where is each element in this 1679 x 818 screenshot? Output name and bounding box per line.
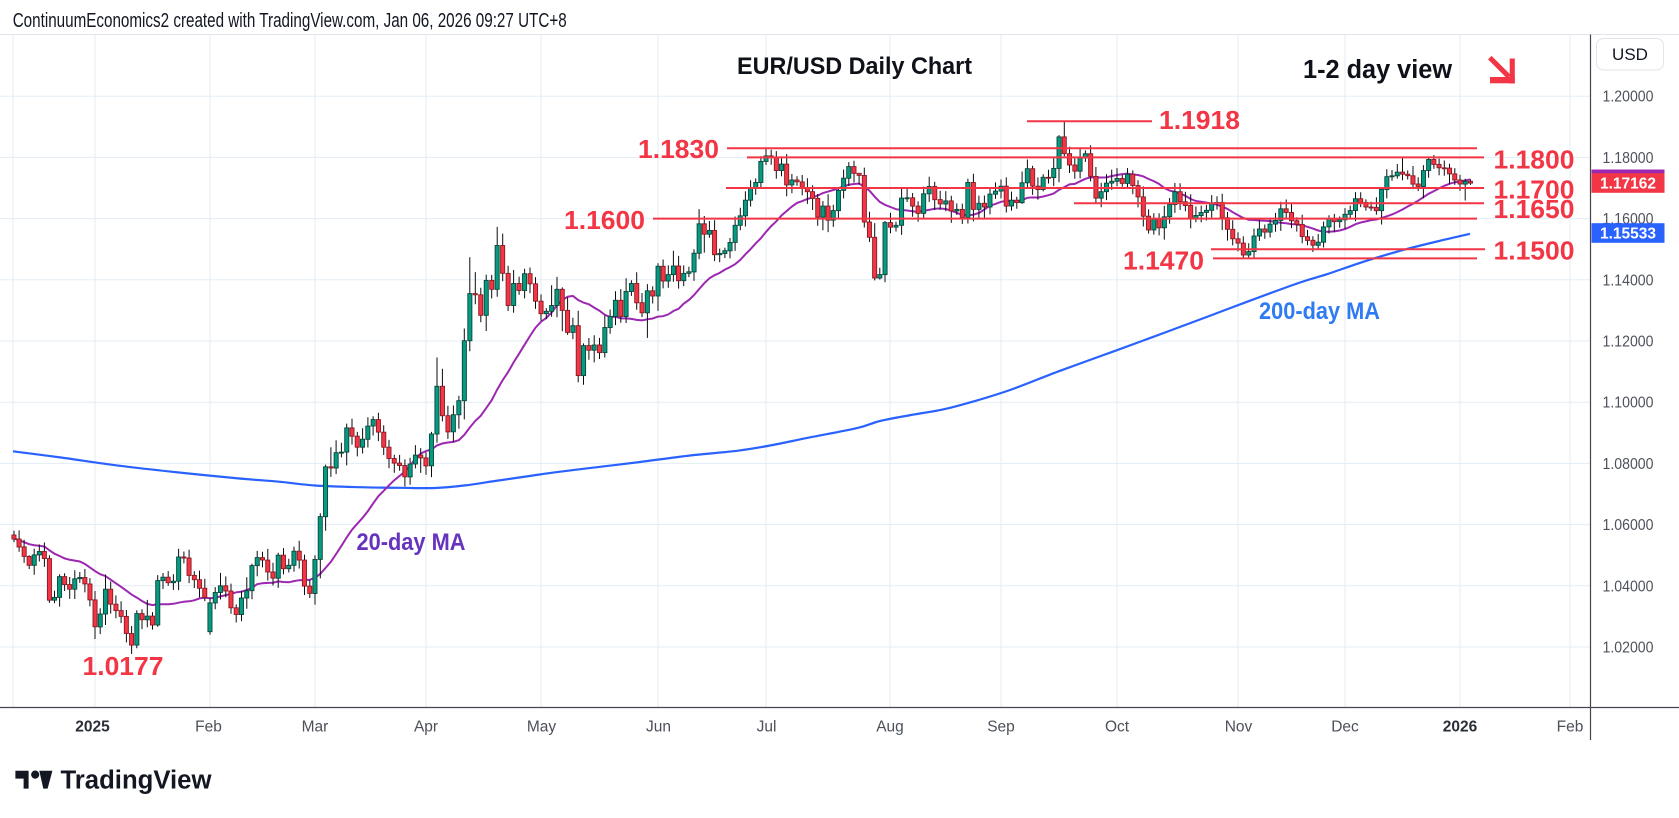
svg-text:Oct: Oct (1105, 719, 1130, 736)
svg-text:1.10000: 1.10000 (1603, 395, 1654, 412)
svg-text:1.1470: 1.1470 (1123, 245, 1204, 275)
svg-text:1.1600: 1.1600 (564, 205, 645, 235)
svg-text:1.17162: 1.17162 (1600, 176, 1656, 193)
svg-text:200-day MA: 200-day MA (1259, 298, 1380, 325)
svg-text:Feb: Feb (195, 719, 222, 736)
svg-text:1.1500: 1.1500 (1494, 235, 1575, 265)
svg-text:Aug: Aug (876, 719, 904, 736)
svg-text:Sep: Sep (987, 719, 1015, 736)
svg-text:Nov: Nov (1225, 719, 1253, 736)
svg-text:2026: 2026 (1443, 719, 1478, 736)
svg-text:ContinuumEconomics2 created wi: ContinuumEconomics2 created with Trading… (13, 10, 567, 32)
svg-text:1.12000: 1.12000 (1603, 334, 1654, 351)
svg-text:Apr: Apr (414, 719, 438, 736)
svg-text:Dec: Dec (1331, 719, 1359, 736)
svg-text:1.15533: 1.15533 (1600, 226, 1656, 243)
svg-text:USD: USD (1612, 45, 1648, 64)
svg-text:1.08000: 1.08000 (1603, 456, 1654, 473)
svg-text:TradingView: TradingView (61, 767, 212, 795)
svg-text:1.04000: 1.04000 (1603, 578, 1654, 595)
svg-text:1.14000: 1.14000 (1603, 272, 1654, 289)
svg-text:1.02000: 1.02000 (1603, 640, 1654, 657)
svg-text:20-day MA: 20-day MA (357, 529, 466, 556)
svg-text:1.18000: 1.18000 (1603, 150, 1654, 167)
svg-text:1.1700: 1.1700 (1494, 174, 1575, 204)
svg-text:EUR/USD Daily Chart: EUR/USD Daily Chart (737, 53, 972, 80)
svg-text:1.20000: 1.20000 (1603, 89, 1654, 106)
svg-text:1.1830: 1.1830 (638, 134, 719, 164)
svg-text:1.1918: 1.1918 (1159, 105, 1240, 135)
svg-text:May: May (527, 719, 557, 736)
svg-text:Mar: Mar (302, 719, 329, 736)
svg-text:1.0177: 1.0177 (83, 651, 164, 681)
svg-text:1.1800: 1.1800 (1494, 145, 1575, 175)
svg-text:Jul: Jul (757, 719, 777, 736)
svg-text:1-2 day view: 1-2 day view (1303, 56, 1452, 84)
svg-text:1.1650: 1.1650 (1494, 194, 1575, 224)
svg-text:2025: 2025 (75, 719, 110, 736)
svg-text:1.06000: 1.06000 (1603, 517, 1654, 534)
svg-text:Feb: Feb (1557, 719, 1584, 736)
svg-text:Jun: Jun (646, 719, 671, 736)
